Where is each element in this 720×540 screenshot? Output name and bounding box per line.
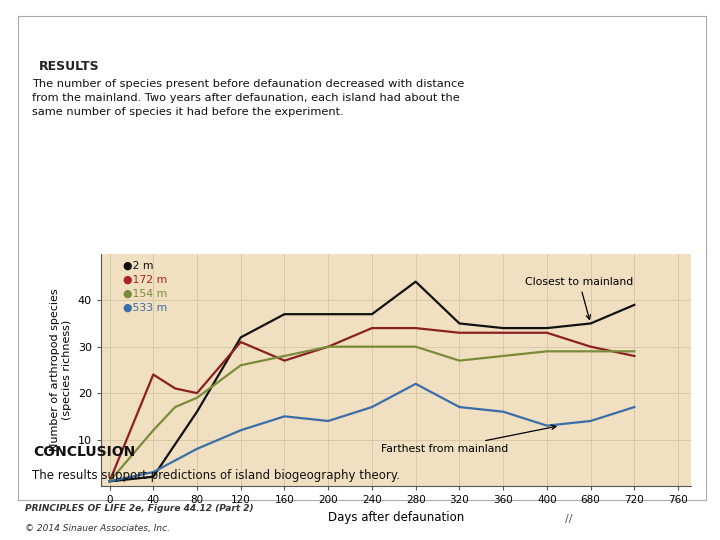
Text: CONCLUSION: CONCLUSION xyxy=(33,446,135,459)
Y-axis label: Number of arthropod species
(species richness): Number of arthropod species (species ric… xyxy=(50,288,72,451)
X-axis label: Days after defaunation: Days after defaunation xyxy=(328,511,464,524)
Text: Farthest from mainland: Farthest from mainland xyxy=(381,425,556,454)
Text: //: // xyxy=(565,514,572,524)
Text: ●533 m: ●533 m xyxy=(122,302,167,312)
Text: ●154 m: ●154 m xyxy=(122,288,167,298)
Text: RESULTS: RESULTS xyxy=(39,60,100,73)
Text: The number of species present before defaunation decreased with distance
from th: The number of species present before def… xyxy=(32,79,464,117)
Text: PRINCIPLES OF LIFE 2e, Figure 44.12 (Part 2): PRINCIPLES OF LIFE 2e, Figure 44.12 (Par… xyxy=(24,504,253,514)
Text: Figure 44.12  The Theory of Island Biogeography Can Be Tested (Part 2): Figure 44.12 The Theory of Island Biogeo… xyxy=(9,12,533,28)
Text: © 2014 Sinauer Associates, Inc.: © 2014 Sinauer Associates, Inc. xyxy=(24,524,170,533)
Text: Closest to mainland: Closest to mainland xyxy=(525,276,634,320)
Text: ●172 m: ●172 m xyxy=(122,274,167,285)
Text: ●2 m: ●2 m xyxy=(122,260,153,271)
Text: The results support predictions of island biogeography theory.: The results support predictions of islan… xyxy=(32,469,400,482)
